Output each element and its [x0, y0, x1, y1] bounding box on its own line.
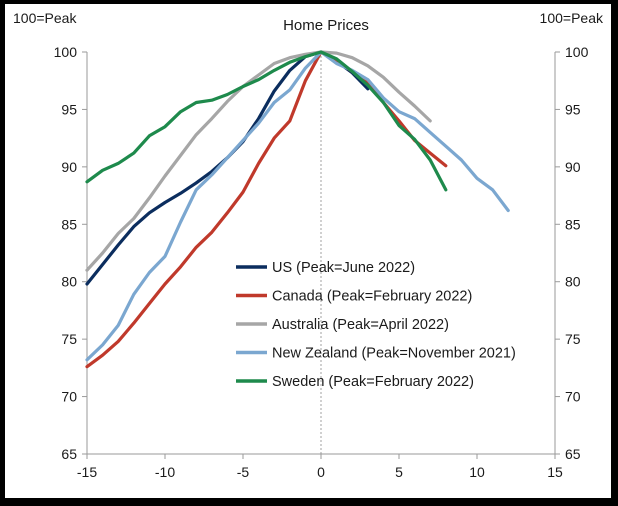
x-tick-label: -5	[237, 464, 250, 480]
y-tick-label-left: 65	[61, 446, 77, 462]
y-tick-label-left: 100	[54, 44, 78, 60]
series-line-2	[85, 50, 432, 272]
legend: US (Peak=June 2022) Canada (Peak=February…	[236, 260, 516, 390]
y-tick-label-right: 90	[565, 159, 581, 175]
y-tick-label-right: 80	[565, 274, 581, 290]
home-prices-chart: 100=Peak 100=Peak Home Prices 65 65 70 70 75…	[13, 10, 604, 480]
legend-label-4: Sweden (Peak=February 2022)	[272, 374, 474, 390]
left-unit-label: 100=Peak	[13, 10, 77, 26]
y-tick-label-left: 90	[61, 159, 77, 175]
x-tick-label: 15	[547, 464, 563, 480]
series-line-3	[85, 50, 510, 362]
legend-label-2: Australia (Peak=April 2022)	[272, 317, 449, 333]
series-line-4	[85, 50, 448, 192]
series-line-0	[85, 50, 370, 286]
y-tick-label-right: 100	[565, 44, 589, 60]
y-tick-label-right: 75	[565, 331, 581, 347]
chart-frame: 100=Peak 100=Peak Home Prices 65 65 70 70 75…	[5, 4, 611, 498]
y-tick-label-left: 95	[61, 101, 77, 117]
y-tick-label-right: 95	[565, 101, 581, 117]
y-tick-label-left: 85	[61, 216, 77, 232]
series-layer	[85, 50, 510, 369]
x-tick-label: -15	[77, 464, 97, 480]
y-tick-label-right: 85	[565, 216, 581, 232]
y-tick-label-right: 65	[565, 446, 581, 462]
legend-label-0: US (Peak=June 2022)	[272, 260, 415, 276]
y-tick-label-left: 70	[61, 389, 77, 405]
legend-label-1: Canada (Peak=February 2022)	[272, 289, 472, 305]
y-tick-label-left: 80	[61, 274, 77, 290]
chart-title: Home Prices	[283, 17, 369, 34]
y-tick-label-right: 70	[565, 389, 581, 405]
y-tick-label-left: 75	[61, 331, 77, 347]
legend-label-3: New Zealand (Peak=November 2021)	[272, 346, 516, 362]
x-tick-label: 0	[317, 464, 325, 480]
x-tick-label: 10	[469, 464, 485, 480]
x-tick-label: -10	[155, 464, 175, 480]
right-unit-label: 100=Peak	[540, 10, 604, 26]
x-tick-label: 5	[395, 464, 403, 480]
